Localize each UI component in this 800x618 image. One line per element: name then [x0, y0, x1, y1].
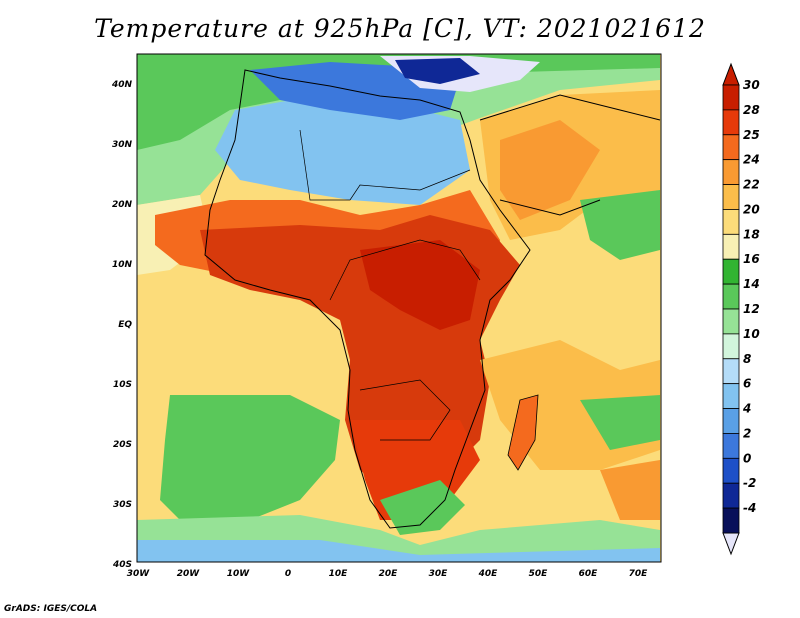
colorbar-segment [722, 134, 740, 161]
sahara-cool-region [215, 95, 470, 205]
lat-label: EQ [118, 320, 132, 330]
lon-label: 40E [478, 569, 499, 579]
plot-frame [136, 53, 662, 563]
colorbar-segment [722, 333, 740, 360]
colorbar-label: 6 [743, 377, 751, 391]
southern-ocean-blue [137, 540, 660, 562]
colorbar-label: 30 [743, 78, 760, 92]
lat-label: 10S [113, 380, 132, 390]
colorbar-label: 12 [743, 302, 760, 316]
colorbar-label: 10 [743, 327, 760, 341]
lon-label: 10E [329, 569, 349, 579]
colorbar-segment [722, 383, 740, 409]
lon-label: 50E [529, 569, 549, 579]
colorbar-label: 14 [743, 277, 760, 291]
colorbar-label: 20 [743, 202, 760, 216]
madagascar-region [507, 394, 539, 471]
lon-label: 20W [177, 569, 201, 579]
colorbar-label: 22 [743, 178, 760, 192]
colorbar-label: 25 [743, 128, 760, 142]
arabian-sea-green [580, 190, 660, 260]
lon-label: 60E [579, 569, 599, 579]
colorbar-segment [722, 109, 740, 136]
colorbar-label: 16 [743, 252, 760, 266]
colorbar-label: -4 [743, 501, 756, 515]
lon-label: 0 [285, 569, 291, 579]
lat-label: 20S [113, 440, 132, 450]
longitude-axis: 30W 20W 10W 0 10E 20E 30E 40E 50E 60E 70… [127, 569, 648, 579]
colorbar-segment [722, 233, 740, 260]
colorbar-label: 24 [743, 153, 760, 167]
lon-label: 70E [629, 569, 649, 579]
horn-africa-core [360, 240, 480, 330]
lon-label: 10W [227, 569, 251, 579]
lat-label: 20N [112, 200, 133, 210]
colorbar-segment [722, 507, 740, 534]
colorbar-label: 18 [743, 227, 760, 241]
map-fill-layer [137, 54, 661, 562]
lat-label: 10N [112, 260, 133, 270]
lon-label: 30E [429, 569, 449, 579]
lon-label: 30W [127, 569, 151, 579]
colorbar-label: 0 [743, 451, 751, 465]
lat-label: 40S [112, 560, 132, 570]
colorbar-segment [722, 482, 740, 509]
colorbar-segment [722, 457, 740, 484]
lat-label: 40N [111, 80, 133, 90]
arabia-hot-region [500, 120, 600, 220]
colorbar-segment [722, 433, 740, 459]
colorbar-over-arrow [722, 62, 740, 86]
colorbar-label: 28 [743, 103, 760, 117]
middle-east-coast [479, 94, 661, 121]
colorbar-segment [722, 408, 740, 434]
colorbar-segment [722, 258, 740, 285]
lat-label: 30N [112, 140, 133, 150]
colorbar-segment [722, 84, 740, 111]
colorbar-label: -2 [743, 476, 756, 490]
lon-label: 20E [379, 569, 399, 579]
colorbar-label: 2 [743, 426, 751, 440]
colorbar-segment [722, 358, 740, 385]
colorbar-label: 4 [742, 402, 751, 416]
colorbar-segment [722, 283, 740, 310]
colorbar-segment [722, 209, 740, 235]
latitude-axis: 40N 30N 20N 10N EQ 10S 20S 30S 40S [111, 80, 133, 570]
grads-credit: GrADS: IGES/COLA [4, 604, 98, 614]
central-africa-borders [329, 239, 481, 301]
north-africa-borders [299, 129, 471, 201]
southern-africa-borders [359, 379, 451, 441]
south-atlantic-cool-region [160, 395, 340, 530]
plot-title: Temperature at 925hPa [C], VT: 202102161… [94, 14, 706, 43]
aegean-coldest-core [395, 58, 480, 84]
southern-indian-warm [600, 460, 660, 520]
lat-label: 30S [113, 500, 132, 510]
colorbar-under-arrow [722, 532, 740, 556]
south-africa-cool [380, 480, 465, 535]
colorbar-segment [722, 159, 740, 185]
indian-ocean-green [580, 395, 660, 450]
coastlines [204, 69, 661, 529]
colorbar-segment [722, 308, 740, 335]
colorbar-label: 8 [743, 352, 751, 366]
colorbar-segment [722, 184, 740, 210]
africa-coastline [204, 69, 531, 529]
arabia-south-coast [499, 199, 601, 216]
